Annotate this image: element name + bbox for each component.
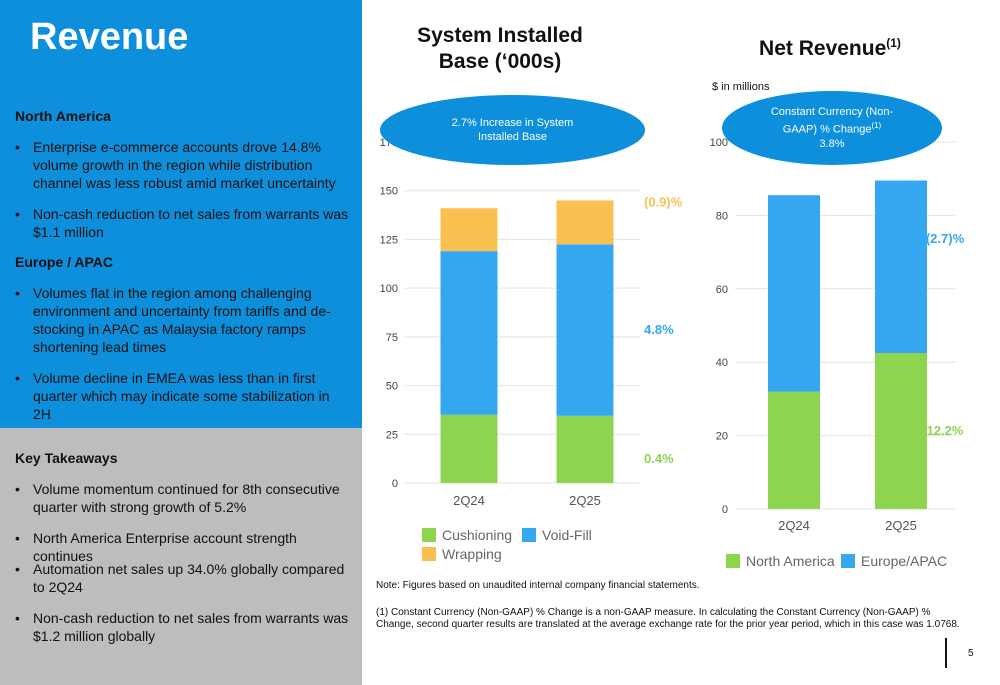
net-revenue-change-label: 12.2% bbox=[927, 423, 964, 438]
list-item: • Automation net sales up 34.0% globally… bbox=[15, 560, 350, 596]
bullet-text: Non-cash reduction to net sales from war… bbox=[33, 610, 349, 644]
page-title: Revenue bbox=[30, 16, 189, 58]
legend-item-europe-apac: Europe/APAC bbox=[841, 553, 947, 569]
installed-base-x-tick-label: 2Q24 bbox=[453, 493, 485, 508]
note-unaudited: Note: Figures based on unaudited interna… bbox=[376, 580, 700, 591]
installed-base-y-tick-label: 125 bbox=[380, 234, 398, 246]
legend-label: Wrapping bbox=[442, 546, 502, 562]
legend-label: North America bbox=[746, 553, 835, 569]
installed-base-y-tick-label: 75 bbox=[386, 332, 398, 344]
net-revenue-callout: Constant Currency (Non- GAAP) % Change(1… bbox=[722, 91, 942, 165]
list-item: • Volumes flat in the region among chall… bbox=[15, 284, 350, 356]
list-item: • Enterprise e-commerce accounts drove 1… bbox=[15, 138, 350, 192]
net-revenue-callout-text: Constant Currency (Non- GAAP) % Change(1… bbox=[771, 105, 893, 151]
bullet-text: Enterprise e-commerce accounts drove 14.… bbox=[33, 139, 336, 191]
installed-base-y-tick-label: 100 bbox=[380, 283, 398, 295]
net-revenue-callout-value: 3.8% bbox=[819, 137, 845, 150]
note-constant-currency: (1) Constant Currency (Non-GAAP) % Chang… bbox=[376, 607, 960, 630]
legend-label: Void-Fill bbox=[542, 527, 592, 543]
installed-base-change-label: 4.8% bbox=[644, 322, 674, 337]
legend-swatch bbox=[422, 528, 436, 542]
installed-base-bar-segment bbox=[440, 414, 498, 483]
net-revenue-chart-title: Net Revenue(1) bbox=[730, 30, 930, 62]
net-revenue-bar-segment bbox=[875, 353, 927, 509]
net-revenue-y-tick-label: 100 bbox=[710, 137, 728, 149]
bullet-text: Automation net sales up 34.0% globally c… bbox=[33, 561, 345, 595]
installed-base-bar-segment bbox=[556, 244, 614, 416]
installed-base-bar-segment bbox=[440, 208, 498, 252]
net-revenue-bar-segment bbox=[875, 180, 927, 354]
installed-base-bar-segment bbox=[556, 415, 614, 483]
legend-swatch bbox=[841, 554, 855, 568]
net-revenue-callout-footnote: (1) bbox=[871, 121, 882, 131]
key-takeaways-panel bbox=[0, 428, 362, 685]
net-revenue-title-text: Net Revenue bbox=[759, 37, 887, 60]
legend-item-north-america: North America bbox=[726, 553, 835, 569]
net-revenue-y-tick-label: 40 bbox=[716, 357, 728, 369]
installed-base-callout-text: 2.7% Increase in System Installed Base bbox=[451, 117, 574, 143]
bullet-text: Non-cash reduction to net sales from war… bbox=[33, 206, 349, 240]
list-item: • Non-cash reduction to net sales from w… bbox=[15, 205, 350, 241]
bullet-marker: • bbox=[15, 139, 20, 155]
bullet-marker: • bbox=[15, 561, 20, 577]
unit-label: $ in millions bbox=[712, 81, 770, 93]
legend-swatch bbox=[422, 547, 436, 561]
installed-base-title-line2: Base (‘000s) bbox=[438, 50, 562, 73]
legend-swatch bbox=[522, 528, 536, 542]
installed-base-y-tick-label: 25 bbox=[386, 429, 398, 441]
net-revenue-x-tick-label: 2Q24 bbox=[778, 518, 810, 533]
net-revenue-callout-line2-text: GAAP) % Change bbox=[782, 123, 872, 136]
net-revenue-bar-segment bbox=[768, 391, 820, 509]
legend-item-cushioning: Cushioning bbox=[422, 527, 512, 543]
net-revenue-callout-line1: Constant Currency (Non- bbox=[770, 106, 894, 119]
list-item: • Non-cash reduction to net sales from w… bbox=[15, 609, 350, 645]
europe-apac-heading: Europe / APAC bbox=[15, 254, 114, 270]
installed-base-chart-title: System Installed Base (‘000s) bbox=[400, 23, 600, 75]
net-revenue-x-tick-label: 2Q25 bbox=[885, 518, 917, 533]
bullet-marker: • bbox=[15, 206, 20, 222]
bullet-marker: • bbox=[15, 610, 20, 626]
bullet-text: Volume momentum continued for 8th consec… bbox=[33, 481, 340, 515]
legend-item-void-fill: Void-Fill bbox=[522, 527, 592, 543]
net-revenue-change-label: (2.7)% bbox=[926, 231, 965, 246]
bullet-marker: • bbox=[15, 285, 20, 301]
north-america-heading: North America bbox=[15, 108, 111, 124]
installed-base-change-label: 0.4% bbox=[644, 451, 674, 466]
page-number-divider bbox=[945, 638, 947, 668]
legend-label: Europe/APAC bbox=[861, 553, 948, 569]
installed-base-title-line1: System Installed bbox=[417, 24, 583, 47]
installed-base-change-label: (0.9)% bbox=[644, 194, 683, 209]
legend-item-wrapping: Wrapping bbox=[422, 546, 502, 562]
installed-base-bar-segment bbox=[440, 251, 498, 415]
list-item: • Volume decline in EMEA was less than i… bbox=[15, 369, 350, 423]
installed-base-y-tick-label: 50 bbox=[386, 381, 398, 393]
bullet-marker: • bbox=[15, 370, 20, 386]
list-item: • Volume momentum continued for 8th cons… bbox=[15, 480, 350, 516]
installed-base-y-tick-label: 0 bbox=[392, 478, 398, 490]
legend-swatch bbox=[726, 554, 740, 568]
legend-label: Cushioning bbox=[442, 527, 513, 543]
bullet-text: Volume decline in EMEA was less than in … bbox=[33, 370, 330, 422]
bullet-text: Volumes flat in the region among challen… bbox=[33, 285, 331, 355]
net-revenue-y-tick-label: 80 bbox=[716, 210, 728, 222]
bullet-marker: • bbox=[15, 481, 20, 497]
net-revenue-y-tick-label: 0 bbox=[722, 504, 728, 516]
left-summary-panel bbox=[0, 0, 362, 428]
net-revenue-title-footnote: (1) bbox=[886, 36, 901, 50]
page-number: 5 bbox=[968, 648, 974, 659]
net-revenue-bar-segment bbox=[768, 195, 820, 392]
installed-base-callout: 2.7% Increase in System Installed Base bbox=[380, 95, 645, 165]
list-item: • North America Enterprise account stren… bbox=[15, 529, 350, 565]
key-takeaways-heading: Key Takeaways bbox=[15, 450, 118, 466]
net-revenue-y-tick-label: 60 bbox=[716, 284, 728, 296]
net-revenue-callout-line2: GAAP) % Change(1) bbox=[771, 119, 893, 137]
bullet-marker: • bbox=[15, 530, 20, 546]
net-revenue-y-tick-label: 20 bbox=[716, 431, 728, 443]
installed-base-y-tick-label: 150 bbox=[380, 186, 398, 198]
installed-base-x-tick-label: 2Q25 bbox=[569, 493, 601, 508]
installed-base-bar-segment bbox=[556, 200, 614, 245]
bullet-text: North America Enterprise account strengt… bbox=[33, 530, 297, 564]
